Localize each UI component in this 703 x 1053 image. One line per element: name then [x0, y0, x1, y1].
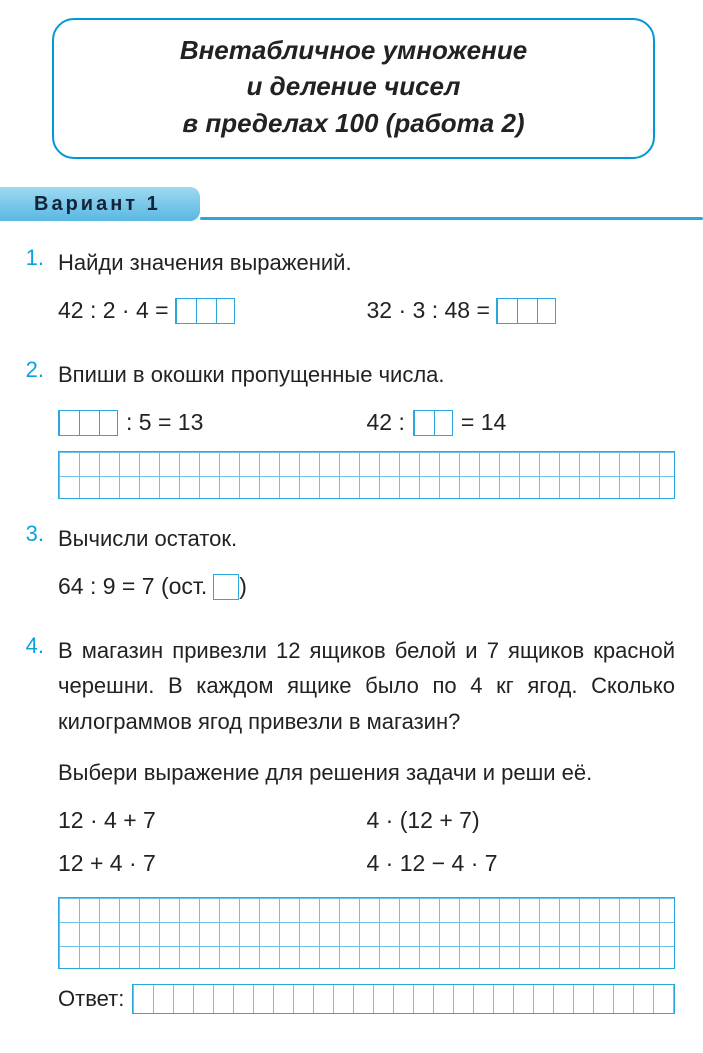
- task3-eq-left: 64 : 9 = 7 (ост.: [58, 568, 207, 605]
- title-line2: и деление чисел: [247, 71, 461, 101]
- task4-text: В магазин привезли 12 ящиков белой и 7 я…: [58, 633, 675, 739]
- task2-eq2-left: 42 :: [367, 404, 405, 441]
- task2-equations-row: : 5 = 13 42 : = 14: [58, 404, 675, 441]
- task4-options: 12 · 4 + 7 4 · (12 + 7) 12 + 4 · 7 4 · 1…: [58, 802, 675, 888]
- variant-bar: Вариант 1: [0, 187, 703, 221]
- task-number: 2.: [12, 357, 58, 499]
- task-body: Найди значения выражений. 42 : 2 · 4 = 3…: [58, 245, 675, 339]
- task3-eq-right: ): [239, 568, 247, 605]
- task-2: 2. Впиши в окошки пропущенные числа. : 5…: [12, 357, 675, 499]
- title-text: Внетабличное умножение и деление чисел в…: [74, 32, 633, 141]
- worksheet-page: Внетабличное умножение и деление чисел в…: [0, 0, 703, 1053]
- task-body: Впиши в окошки пропущенные числа. : 5 = …: [58, 357, 675, 499]
- task-3: 3. Вычисли остаток. 64 : 9 = 7 (ост. ): [12, 521, 675, 615]
- variant-label: Вариант 1: [34, 193, 161, 216]
- task3-equation-row: 64 : 9 = 7 (ост. ): [58, 568, 675, 605]
- title-line3: в пределах 100 (работа 2): [182, 108, 524, 138]
- answer-box[interactable]: [175, 298, 235, 324]
- task1-prompt: Найди значения выражений.: [58, 245, 675, 280]
- task4-subprompt: Выбери выражение для решения задачи и ре…: [58, 755, 675, 790]
- title-box: Внетабличное умножение и деление чисел в…: [52, 18, 655, 159]
- task4-option-3[interactable]: 12 + 4 · 7: [58, 845, 367, 882]
- task4-option-4[interactable]: 4 · 12 − 4 · 7: [367, 845, 676, 882]
- task-number: 4.: [12, 633, 58, 1017]
- task2-eq1: : 5 = 13: [126, 404, 203, 441]
- title-line1: Внетабличное умножение: [180, 35, 527, 65]
- answer-row: Ответ:: [58, 981, 675, 1016]
- answer-label: Ответ:: [58, 981, 124, 1016]
- task4-option-1[interactable]: 12 · 4 + 7: [58, 802, 367, 839]
- task-4: 4. В магазин привезли 12 ящиков белой и …: [12, 633, 675, 1017]
- work-grid[interactable]: [58, 897, 675, 969]
- answer-box[interactable]: [413, 410, 453, 436]
- task-body: Вычисли остаток. 64 : 9 = 7 (ост. ): [58, 521, 675, 615]
- task1-equations-row: 42 : 2 · 4 = 32 · 3 : 48 =: [58, 292, 675, 329]
- answer-box[interactable]: [58, 410, 118, 436]
- task2-prompt: Впиши в окошки пропущенные числа.: [58, 357, 675, 392]
- task-body: В магазин привезли 12 ящиков белой и 7 я…: [58, 633, 675, 1017]
- task1-eq2: 32 · 3 : 48 =: [367, 292, 490, 329]
- answer-box[interactable]: [496, 298, 556, 324]
- task4-option-2[interactable]: 4 · (12 + 7): [367, 802, 676, 839]
- task-1: 1. Найди значения выражений. 42 : 2 · 4 …: [12, 245, 675, 339]
- task-number: 3.: [12, 521, 58, 615]
- answer-input-box[interactable]: [132, 984, 675, 1014]
- work-grid[interactable]: [58, 451, 675, 499]
- task2-eq2-right: = 14: [461, 404, 506, 441]
- variant-underline: [200, 217, 703, 220]
- task1-eq1: 42 : 2 · 4 =: [58, 292, 169, 329]
- variant-tab: Вариант 1: [0, 187, 200, 221]
- task3-prompt: Вычисли остаток.: [58, 521, 675, 556]
- answer-box[interactable]: [213, 574, 239, 600]
- task-number: 1.: [12, 245, 58, 339]
